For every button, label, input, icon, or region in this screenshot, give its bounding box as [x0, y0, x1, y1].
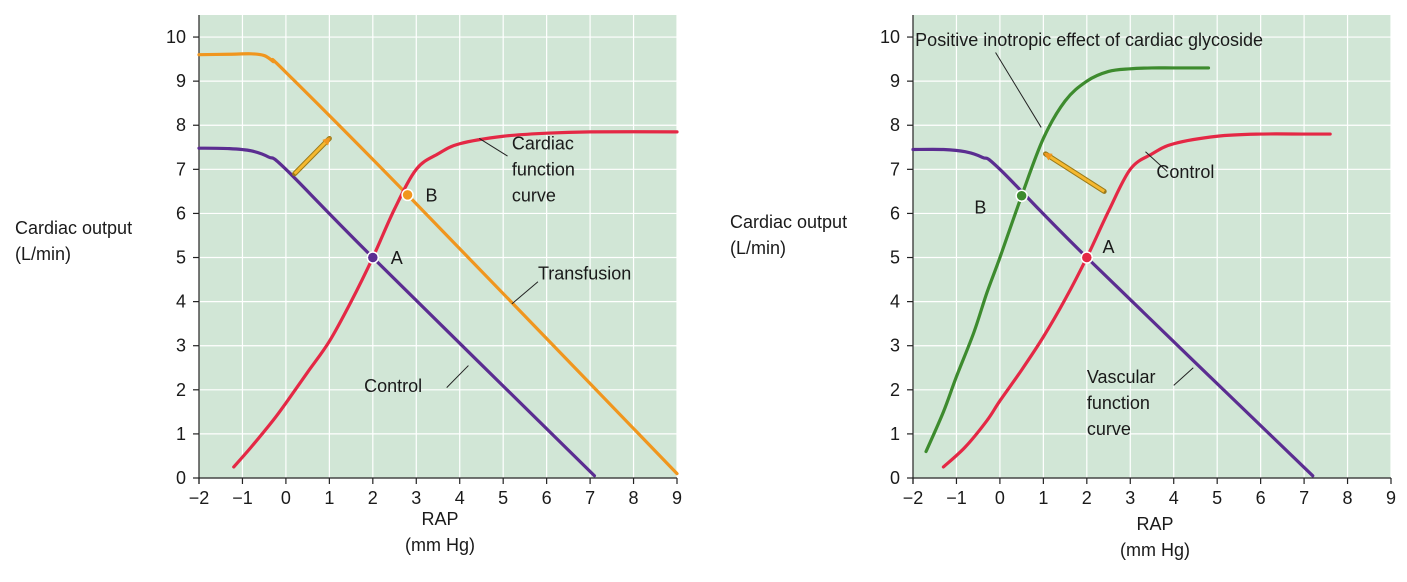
- x-tick-label: 7: [1299, 488, 1309, 508]
- x-tick-label: 4: [1169, 488, 1179, 508]
- series-line-control: [941, 132, 1332, 469]
- annotation-leader: [1145, 151, 1168, 172]
- y-axis-label: (L/min): [15, 244, 71, 264]
- x-tick-label: 3: [1125, 488, 1135, 508]
- equilibrium-point-b: [401, 188, 414, 202]
- y-tick-label: 0: [176, 468, 186, 488]
- y-tick-label: 8: [176, 115, 186, 135]
- x-tick-label: 8: [1343, 488, 1353, 508]
- annotation-leader: [446, 365, 469, 388]
- plot-area: [199, 15, 677, 478]
- shift-arrow: [293, 137, 331, 175]
- x-tick-label: −1: [232, 488, 253, 508]
- annotation-text: curve: [512, 185, 556, 205]
- x-tick-label: −1: [946, 488, 967, 508]
- y-tick-label: 4: [890, 292, 900, 312]
- x-tick-label: 6: [1256, 488, 1266, 508]
- series-line-transfusion: [197, 52, 679, 476]
- series-line-glycoside: [924, 66, 1211, 454]
- x-tick-label: 0: [995, 488, 1005, 508]
- x-tick-label: 1: [1038, 488, 1048, 508]
- x-tick-label: 5: [1212, 488, 1222, 508]
- x-tick-label: 8: [629, 488, 639, 508]
- point-label: B: [974, 197, 986, 217]
- y-axis-label: Cardiac output: [15, 218, 132, 238]
- y-tick-label: 9: [890, 71, 900, 91]
- annotation-leader: [479, 138, 508, 157]
- y-tick-label: 1: [176, 424, 186, 444]
- x-tick-label: 9: [1386, 488, 1396, 508]
- y-tick-label: 8: [890, 115, 900, 135]
- equilibrium-point-a: [366, 251, 380, 264]
- y-tick-label: 6: [176, 203, 186, 223]
- x-tick-label: −2: [189, 488, 210, 508]
- annotation-leader: [511, 281, 539, 305]
- point-label: B: [425, 186, 437, 206]
- y-tick-label: 7: [176, 159, 186, 179]
- y-tick-label: 2: [176, 380, 186, 400]
- x-tick-label: 3: [411, 488, 421, 508]
- left-panel: 0 1 2 3 4 5 6 7 8 9 10 −2 −1 0 1 2 3 4 5 6 7 8 9 Cardiac output…: [15, 15, 682, 555]
- y-tick-label: 7: [890, 159, 900, 179]
- y-tick-label: 10: [166, 27, 186, 47]
- y-tick-label: 2: [890, 380, 900, 400]
- annotation-text: function: [1087, 393, 1150, 413]
- x-axis-label: RAP: [1136, 514, 1173, 534]
- plot-area: [913, 15, 1391, 478]
- annotation-leader: [1173, 367, 1194, 386]
- y-tick-label: 4: [176, 292, 186, 312]
- series-line-control: [197, 146, 597, 478]
- equilibrium-point-b: [1015, 189, 1028, 203]
- x-tick-label: 7: [585, 488, 595, 508]
- series-line-vascular: [911, 147, 1315, 478]
- annotation-text: curve: [1087, 419, 1131, 439]
- annotation-text: function: [512, 159, 575, 179]
- series-line-cardiac: [232, 130, 679, 469]
- annotation-text: Transfusion: [538, 264, 631, 284]
- y-tick-label: 1: [890, 424, 900, 444]
- y-axis-label: Cardiac output: [730, 212, 847, 232]
- x-axis-label: RAP: [421, 509, 458, 529]
- x-tick-label: 2: [368, 488, 378, 508]
- y-tick-label: 10: [880, 27, 900, 47]
- x-tick-label: −2: [903, 488, 924, 508]
- y-tick-label: 5: [176, 248, 186, 268]
- y-tick-label: 6: [890, 203, 900, 223]
- x-tick-label: 9: [672, 488, 682, 508]
- y-tick-label: 5: [890, 248, 900, 268]
- annotation-text: Vascular: [1087, 367, 1156, 387]
- x-axis-label: (mm Hg): [1120, 540, 1190, 560]
- annotation-text: Positive inotropic effect of cardiac gly…: [915, 30, 1263, 50]
- annotation-text: Control: [364, 376, 422, 396]
- x-axis-label: (mm Hg): [405, 535, 475, 555]
- y-tick-label: 3: [176, 336, 186, 356]
- y-tick-label: 0: [890, 468, 900, 488]
- equilibrium-point-a: [1080, 251, 1094, 264]
- x-tick-label: 1: [324, 488, 334, 508]
- x-tick-label: 6: [542, 488, 552, 508]
- right-panel: 0 1 2 3 4 5 6 7 8 9 10 −2 −1 0 1 2 3 4 5 6 7 8 9 Cardiac output…: [730, 15, 1396, 560]
- annotation-text: Cardiac: [512, 133, 574, 153]
- y-axis-label: (L/min): [730, 238, 786, 258]
- annotation-leader: [995, 52, 1042, 128]
- x-tick-label: 5: [498, 488, 508, 508]
- point-label: A: [1103, 237, 1115, 257]
- x-tick-label: 0: [281, 488, 291, 508]
- y-tick-label: 9: [176, 71, 186, 91]
- shift-arrow: [1043, 152, 1106, 193]
- y-tick-label: 3: [890, 336, 900, 356]
- annotation-text: Control: [1156, 162, 1214, 182]
- point-label: A: [391, 248, 403, 268]
- x-tick-label: 2: [1082, 488, 1092, 508]
- x-tick-label: 4: [455, 488, 465, 508]
